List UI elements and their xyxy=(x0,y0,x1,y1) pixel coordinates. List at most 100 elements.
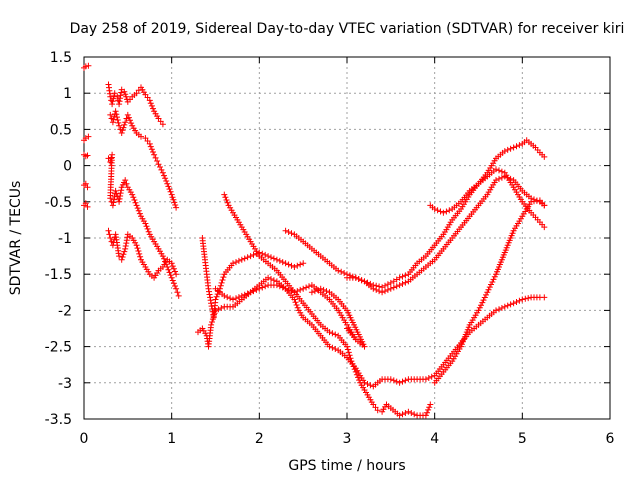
x-tick-label: 5 xyxy=(518,431,527,447)
data-point xyxy=(250,251,257,258)
data-point xyxy=(109,98,116,105)
data-point xyxy=(121,248,128,255)
data-point xyxy=(361,379,368,386)
data-point xyxy=(174,289,181,296)
x-tick-label: 4 xyxy=(430,431,439,447)
data-point xyxy=(402,410,409,416)
data-point xyxy=(396,282,403,289)
data-point xyxy=(157,164,163,170)
data-point xyxy=(399,378,406,385)
data-point xyxy=(112,108,119,115)
data-point xyxy=(379,289,386,296)
data-point xyxy=(402,272,409,279)
data-point xyxy=(411,411,418,418)
data-point xyxy=(105,227,112,234)
data-point xyxy=(175,292,182,299)
data-point xyxy=(367,382,374,389)
data-point xyxy=(496,175,502,182)
data-point xyxy=(344,343,350,350)
data-point xyxy=(516,297,523,304)
data-point xyxy=(138,133,144,140)
data-point xyxy=(218,305,225,311)
data-point xyxy=(303,284,310,291)
data-point xyxy=(352,274,359,281)
data-point xyxy=(431,206,438,212)
data-point xyxy=(427,401,434,408)
data-point xyxy=(332,331,339,338)
data-point xyxy=(134,205,141,212)
data-point xyxy=(132,199,139,206)
data-point xyxy=(122,119,129,126)
data-point xyxy=(491,273,498,280)
data-point xyxy=(384,281,391,288)
data-point xyxy=(161,172,167,179)
data-point xyxy=(170,265,177,272)
data-point xyxy=(172,268,178,275)
data-point xyxy=(402,279,409,286)
data-point xyxy=(127,117,133,124)
data-point xyxy=(241,255,248,262)
data-point xyxy=(317,285,324,292)
data-point xyxy=(387,285,394,292)
data-point xyxy=(215,288,222,295)
data-point xyxy=(496,167,502,174)
data-point xyxy=(323,288,330,295)
data-point xyxy=(493,307,499,314)
data-point xyxy=(480,297,487,304)
data-point xyxy=(244,290,251,297)
data-point xyxy=(133,202,140,209)
data-point xyxy=(270,255,277,262)
data-point xyxy=(211,310,218,317)
data-point xyxy=(293,302,300,308)
data-point xyxy=(428,373,435,380)
data-point xyxy=(125,114,132,121)
chart-title: Day 258 of 2019, Sidereal Day-to-day VTE… xyxy=(70,21,625,37)
data-point xyxy=(208,321,215,328)
data-point xyxy=(345,349,352,356)
data-point xyxy=(235,294,242,301)
data-point xyxy=(443,208,450,215)
data-point xyxy=(489,279,496,285)
data-point xyxy=(288,262,295,269)
y-tick-label: -3 xyxy=(58,376,72,392)
data-point xyxy=(294,262,301,269)
data-point xyxy=(308,289,315,296)
data-point xyxy=(173,271,180,278)
data-point xyxy=(166,186,173,193)
y-axis-label: SDTVAR / TECUs xyxy=(8,181,24,296)
data-point xyxy=(209,316,216,323)
data-point xyxy=(292,299,299,306)
data-point xyxy=(507,145,514,152)
data-point xyxy=(493,177,499,184)
data-point xyxy=(393,378,400,385)
data-point xyxy=(119,254,126,260)
data-point xyxy=(116,122,123,129)
x-tick-label: 2 xyxy=(255,431,264,447)
data-point xyxy=(253,286,260,293)
y-tick-label: -2.5 xyxy=(45,340,72,356)
data-point xyxy=(114,114,120,121)
data-point xyxy=(288,230,295,237)
data-point xyxy=(238,292,245,299)
data-point xyxy=(314,286,321,293)
data-point xyxy=(118,256,125,263)
data-point xyxy=(146,97,153,104)
data-point xyxy=(142,220,149,227)
data-point xyxy=(501,148,508,155)
axis-ticks: 0 1 2 3 4 5 6 1.5 1 0.5 0 -0.5 -1 -1.5 -2 -2.5 -3 -3.5 xyxy=(45,50,615,447)
data-point xyxy=(117,190,124,197)
data-point xyxy=(326,343,333,350)
data-point xyxy=(282,227,289,234)
data-point xyxy=(297,286,304,293)
data-point xyxy=(152,154,159,161)
data-point xyxy=(437,208,444,215)
series-arc-b9 xyxy=(431,197,548,386)
data-point xyxy=(434,207,441,214)
data-point xyxy=(136,250,143,257)
data-point xyxy=(501,303,508,310)
data-point xyxy=(134,245,141,252)
data-point xyxy=(151,151,158,158)
data-point xyxy=(110,95,117,102)
data-point xyxy=(402,377,409,384)
